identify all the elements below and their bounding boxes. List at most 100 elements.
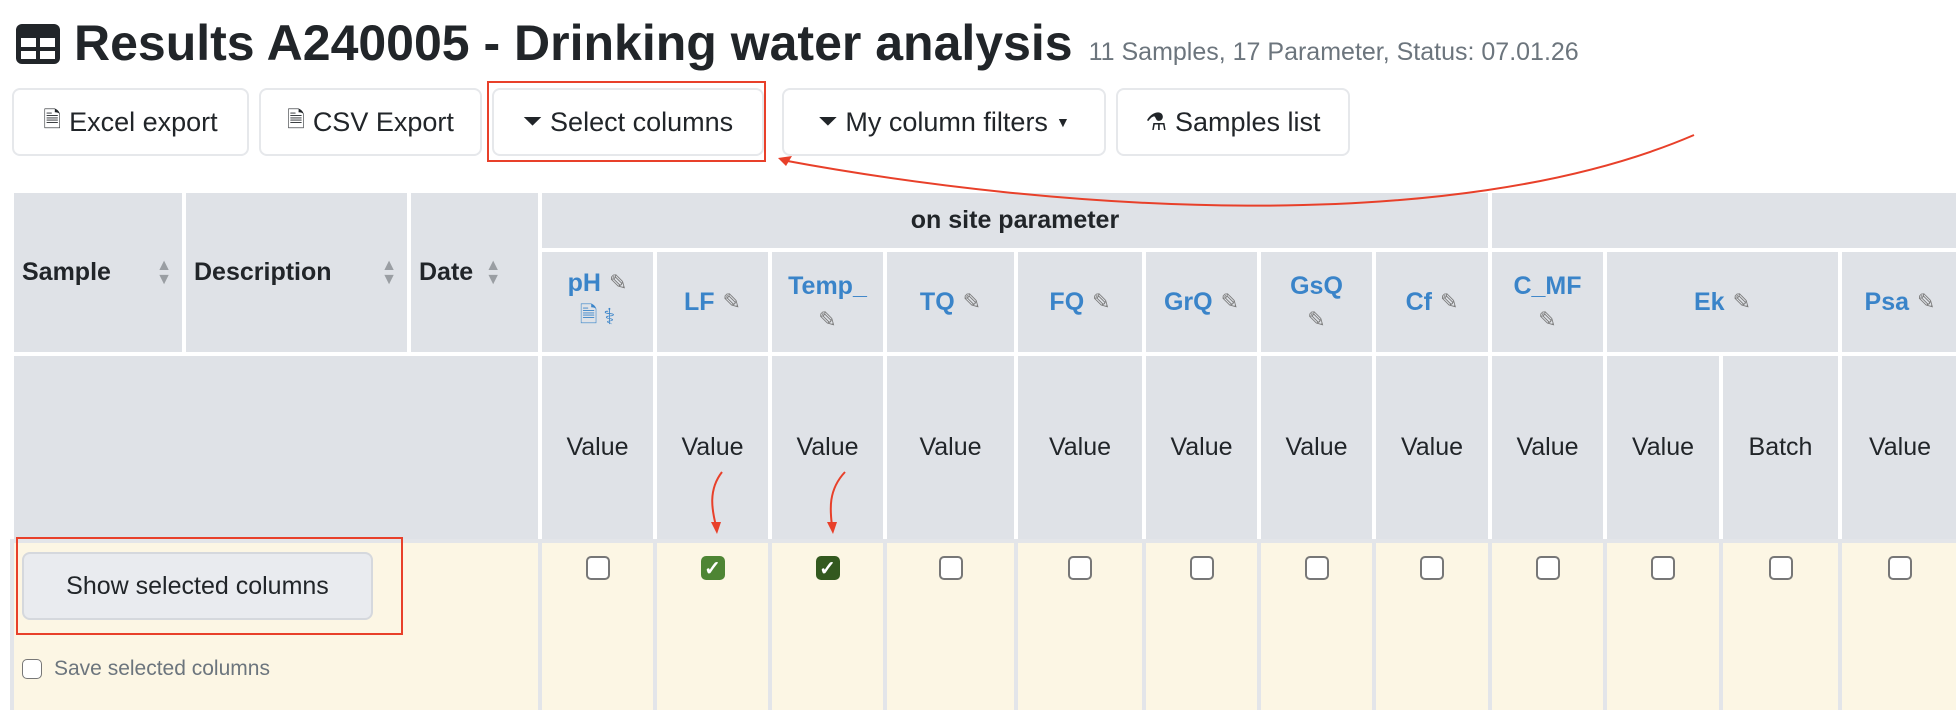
parameter-header-temp_: Temp_ ✎	[772, 252, 883, 352]
subcolumn-header: Value	[1018, 356, 1142, 539]
subcolumn-header: Value	[657, 356, 768, 539]
column-select-cell	[1488, 539, 1607, 710]
column-select-checkbox[interactable]: ✓	[700, 556, 725, 580]
samples-list-label: Samples list	[1174, 106, 1321, 137]
select-columns-label: Select columns	[550, 106, 734, 137]
group-header	[1492, 193, 1956, 248]
subcolumn-label: Batch	[1748, 433, 1813, 461]
parameter-header-tq: TQ ✎	[887, 252, 1014, 352]
column-select-cell	[883, 539, 1018, 710]
excel-export-button[interactable]: 🗎 Excel export	[12, 88, 249, 156]
parameter-name-link[interactable]: Psa	[1864, 287, 1910, 316]
parameter-header-psa: Psa ✎	[1842, 252, 1956, 352]
pencil-icon[interactable]: ✎	[818, 306, 837, 332]
column-select-cell	[1719, 539, 1842, 710]
filter-icon: ⏷	[818, 108, 838, 135]
my-column-filters-label: My column filters	[845, 106, 1048, 137]
stethoscope-icon[interactable]: ⚕	[603, 303, 616, 329]
parameter-name-link[interactable]: Cf	[1405, 287, 1432, 316]
column-select-checkbox[interactable]	[585, 556, 610, 580]
file-code-icon: 🗎	[287, 107, 305, 132]
parameter-name-link[interactable]: FQ	[1049, 287, 1085, 316]
column-header-label: Description	[194, 258, 332, 286]
parameter-header-ph: pH ✎ 🗎 ⚕	[542, 252, 653, 352]
column-select-cell	[1372, 539, 1492, 710]
column-select-checkbox[interactable]	[1768, 556, 1793, 580]
column-select-checkbox[interactable]	[1304, 556, 1329, 580]
pencil-icon[interactable]: ✎	[608, 270, 628, 295]
pencil-icon[interactable]: ✎	[962, 289, 982, 314]
parameter-name-link[interactable]: Temp_	[788, 271, 867, 300]
group-header: on site parameter	[542, 193, 1488, 248]
subcolumn-label: Value	[566, 433, 629, 461]
parameter-name-link[interactable]: GsQ	[1290, 271, 1343, 300]
subcolumn-label: Value	[1631, 433, 1695, 461]
document-icon[interactable]: 🗎	[579, 301, 598, 327]
parameter-name-link[interactable]: pH	[567, 268, 601, 297]
column-header-date[interactable]: Date ▲ ▼	[411, 193, 538, 352]
subcolumn-label: Value	[796, 433, 859, 461]
subcolumn-header: Value	[1492, 356, 1603, 539]
csv-export-button[interactable]: 🗎 CSV Export	[259, 88, 482, 156]
group-header-label: on site parameter	[910, 206, 1120, 234]
column-select-cell	[1603, 539, 1723, 710]
column-select-checkbox[interactable]	[1189, 556, 1214, 580]
subcolumn-label: Value	[1048, 433, 1112, 461]
pencil-icon[interactable]: ✎	[1220, 289, 1240, 314]
parameter-name-link[interactable]: GrQ	[1163, 287, 1213, 316]
filter-icon: ⏷	[522, 108, 543, 135]
page-subtitle: 11 Samples, 17 Parameter, Status: 07.01.…	[1088, 38, 1579, 66]
my-column-filters-dropdown[interactable]: ⏷ My column filters ▼	[782, 88, 1106, 156]
page-title: Results A240005 - Drinking water analysi…	[74, 15, 1073, 71]
annotation-highlight-box	[487, 81, 766, 162]
subcolumn-label: Value	[1516, 433, 1579, 461]
sort-icon[interactable]: ▲ ▼	[485, 256, 502, 288]
select-columns-button[interactable]: ⏷ Select columns	[492, 88, 764, 156]
column-select-checkbox[interactable]	[1420, 556, 1444, 580]
column-select-cell	[1014, 539, 1146, 710]
column-select-checkbox[interactable]	[1888, 556, 1912, 580]
subcolumn-label: Value	[1285, 433, 1348, 461]
column-header-description[interactable]: Description ▲ ▼	[186, 193, 407, 352]
pencil-icon[interactable]: ✎	[1439, 289, 1459, 314]
subcolumn-label: Value	[919, 433, 982, 461]
pencil-icon[interactable]: ✎	[1538, 306, 1557, 332]
table-icon	[16, 24, 60, 64]
column-select-checkbox[interactable]	[1068, 556, 1092, 580]
file-excel-icon: 🗎	[43, 107, 62, 132]
pencil-icon[interactable]: ✎	[1732, 289, 1752, 314]
samples-list-button[interactable]: ⚗ Samples list	[1116, 88, 1350, 156]
column-header-sample[interactable]: Sample ▲ ▼	[14, 193, 182, 352]
annotation-highlight-box	[16, 537, 403, 635]
show-selected-columns-button[interactable]: Show selected columns	[22, 552, 373, 620]
arrowhead	[778, 156, 792, 166]
parameter-name-link[interactable]: LF	[684, 287, 715, 316]
pencil-icon[interactable]: ✎	[1092, 289, 1111, 314]
pencil-icon[interactable]: ✎	[1917, 289, 1936, 314]
parameter-header-lf: LF ✎	[657, 252, 768, 352]
parameter-header-c_mf: C_MF ✎	[1492, 252, 1603, 352]
subcolumn-label: Value	[1868, 433, 1932, 461]
save-selected-columns-label: Save selected columns	[54, 657, 270, 680]
save-selected-columns-checkbox[interactable]	[22, 659, 42, 679]
column-select-cell: ✓	[653, 539, 772, 710]
subcolumn-header: Value	[1146, 356, 1257, 539]
subcolumn-header: Value	[1376, 356, 1488, 539]
parameter-name-link[interactable]: Ek	[1693, 287, 1725, 316]
sort-icon[interactable]: ▲ ▼	[381, 256, 397, 288]
caret-down-icon: ▼	[1055, 114, 1070, 130]
column-select-cell	[1838, 539, 1956, 710]
sort-icon[interactable]: ▲ ▼	[156, 256, 172, 288]
parameter-name-link[interactable]: TQ	[919, 287, 955, 316]
save-selected-columns-option[interactable]: Save selected columns	[22, 657, 270, 681]
column-select-checkbox[interactable]	[1535, 556, 1560, 580]
column-select-checkbox[interactable]	[1651, 556, 1675, 580]
pencil-icon[interactable]: ✎	[1307, 306, 1326, 332]
column-select-checkbox[interactable]	[938, 556, 963, 580]
subcolumn-label: Value	[1170, 433, 1233, 461]
row-label-spacer	[14, 356, 538, 539]
parameter-name-link[interactable]: C_MF	[1513, 271, 1582, 300]
pencil-icon[interactable]: ✎	[722, 289, 741, 314]
excel-export-label: Excel export	[69, 106, 218, 137]
column-select-checkbox[interactable]: ✓	[815, 556, 840, 580]
